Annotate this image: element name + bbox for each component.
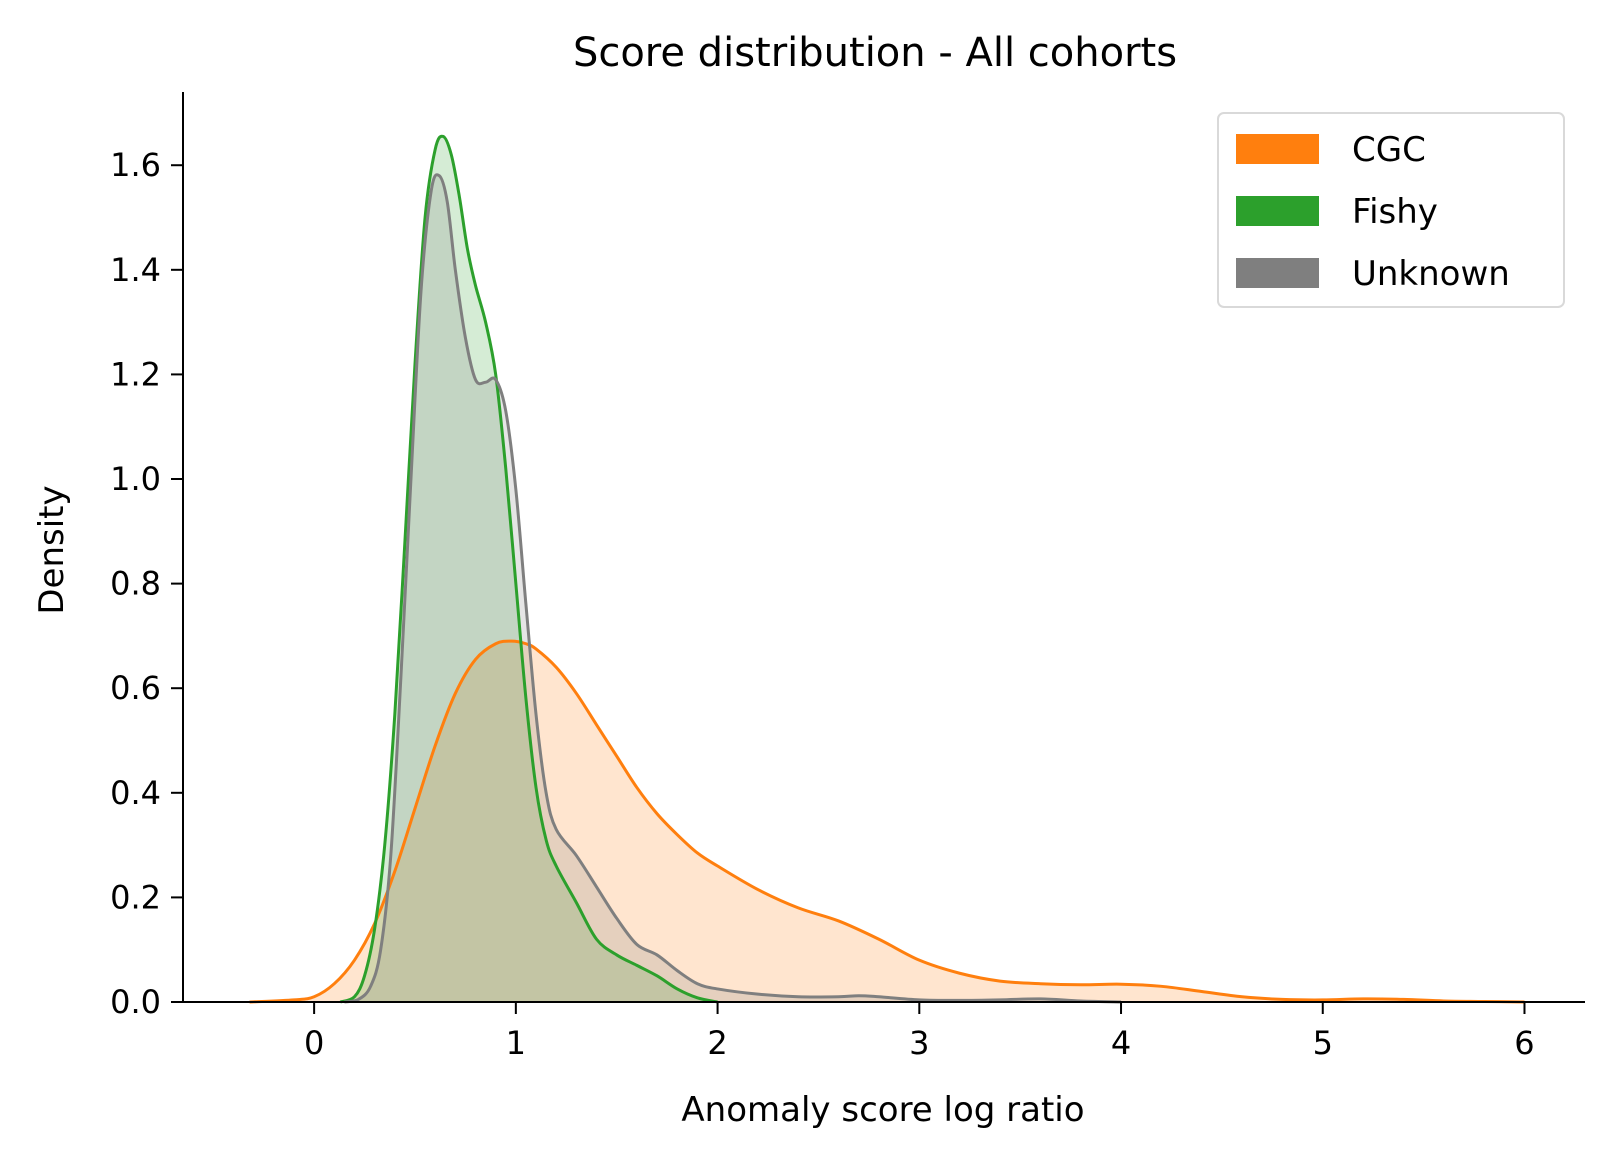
y-tick-label: 1.2 — [110, 355, 161, 393]
y-tick-label: 0.6 — [110, 669, 161, 707]
x-axis-ticks: 0 1 2 3 4 5 6 — [304, 1002, 1535, 1062]
y-axis-label: Density — [32, 485, 72, 614]
cgc-density-line — [249, 639, 1525, 1004]
y-tick-label: 0.4 — [110, 774, 161, 812]
x-tick-label: 3 — [909, 1024, 929, 1062]
y-tick-label: 0.2 — [110, 878, 161, 916]
y-tick-label: 0.8 — [110, 565, 161, 603]
x-tick-label: 5 — [1313, 1024, 1333, 1062]
fishy-density-line — [339, 134, 718, 1004]
y-axis-ticks: 0.0 0.2 0.4 0.6 0.8 1.0 1.2 1.4 1.6 — [110, 146, 183, 1021]
legend-label-fishy: Fishy — [1352, 192, 1438, 232]
y-tick-label: 1.0 — [110, 460, 161, 498]
cgc-density-fill — [249, 641, 1525, 1002]
legend-items: CGC Fishy Unknown — [1236, 130, 1510, 294]
x-tick-label: 4 — [1111, 1024, 1131, 1062]
unknown-density-line — [344, 173, 1122, 1004]
y-tick-label: 0.0 — [110, 983, 161, 1021]
axes: 0 1 2 3 4 5 6 0.0 0.2 0.4 0.6 0.8 1.0 1.2 1.4 1.6 — [110, 92, 1585, 1062]
legend-swatch-fishy — [1236, 196, 1319, 226]
x-tick-label: 2 — [707, 1024, 727, 1062]
legend: CGC Fishy Unknown — [1217, 112, 1565, 308]
legend-swatch-unknown — [1236, 258, 1319, 288]
chart-title: Score distribution - All cohorts — [573, 30, 1177, 76]
y-tick-label: 1.4 — [110, 251, 161, 289]
x-tick-label: 1 — [506, 1024, 526, 1062]
legend-label-unknown: Unknown — [1352, 254, 1510, 294]
legend-swatch-cgc — [1236, 134, 1319, 164]
x-tick-label: 6 — [1514, 1024, 1534, 1062]
y-tick-label: 1.6 — [110, 146, 161, 184]
fishy-density-fill — [340, 136, 718, 1003]
x-tick-label: 0 — [304, 1024, 324, 1062]
legend-label-cgc: CGC — [1352, 130, 1426, 170]
density-lines — [249, 134, 1525, 1004]
x-axis-label: Anomaly score log ratio — [681, 1090, 1084, 1130]
